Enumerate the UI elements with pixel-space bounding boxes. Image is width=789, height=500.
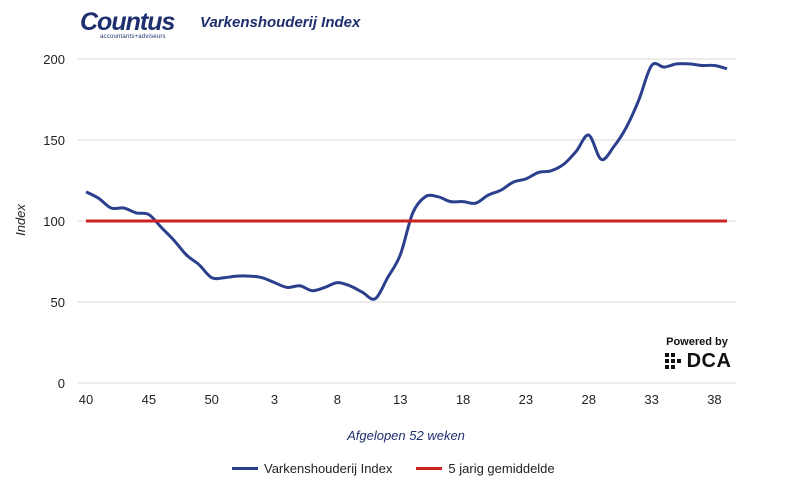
x-tick-label: 45 xyxy=(142,392,156,407)
x-tick-label: 40 xyxy=(79,392,93,407)
powered-by-label: Powered by xyxy=(666,336,728,348)
x-tick-label: 13 xyxy=(393,392,407,407)
x-tick-label: 18 xyxy=(456,392,470,407)
y-tick-label: 50 xyxy=(51,295,65,310)
logo-name: Countus xyxy=(80,8,175,36)
grid-lines xyxy=(78,58,736,384)
legend: Varkenshouderij Index 5 jarig gemiddelde xyxy=(232,461,555,476)
legend-label-average: 5 jarig gemiddelde xyxy=(448,461,555,476)
x-tick-label: 8 xyxy=(334,392,341,407)
x-tick-labels: 40 45 50 3 8 13 18 23 28 33 38 xyxy=(79,392,722,407)
y-tick-label: 0 xyxy=(58,376,65,391)
x-tick-label: 38 xyxy=(707,392,721,407)
legend-swatch-average xyxy=(416,467,443,470)
x-tick-label: 33 xyxy=(644,392,658,407)
x-tick-label: 50 xyxy=(204,392,218,407)
x-tick-label: 23 xyxy=(519,392,533,407)
series-line-index xyxy=(85,62,728,301)
x-tick-label: 3 xyxy=(271,392,278,407)
y-axis-label: Index xyxy=(13,204,28,236)
chart-title: Varkenshouderij Index xyxy=(200,14,361,31)
y-tick-label: 200 xyxy=(43,52,65,67)
x-axis-label: Afgelopen 52 weken xyxy=(346,428,465,443)
y-tick-labels: 0 50 100 150 200 xyxy=(43,52,65,391)
legend-item-average: 5 jarig gemiddelde xyxy=(416,461,555,476)
countus-logo: Countus accountants+adviseurs xyxy=(80,8,184,40)
powered-by-badge: Powered by DCA xyxy=(660,336,734,373)
legend-label-index: Varkenshouderij Index xyxy=(264,461,393,476)
dca-brand: DCA xyxy=(686,350,732,372)
series-lines xyxy=(85,62,728,301)
legend-item-index: Varkenshouderij Index xyxy=(232,461,392,476)
legend-swatch-index xyxy=(232,467,258,470)
y-tick-label: 100 xyxy=(43,214,65,229)
y-tick-label: 150 xyxy=(43,133,65,148)
x-tick-label: 28 xyxy=(582,392,596,407)
dca-grid-icon xyxy=(664,352,681,369)
logo-tagline: accountants+adviseurs xyxy=(100,34,166,40)
